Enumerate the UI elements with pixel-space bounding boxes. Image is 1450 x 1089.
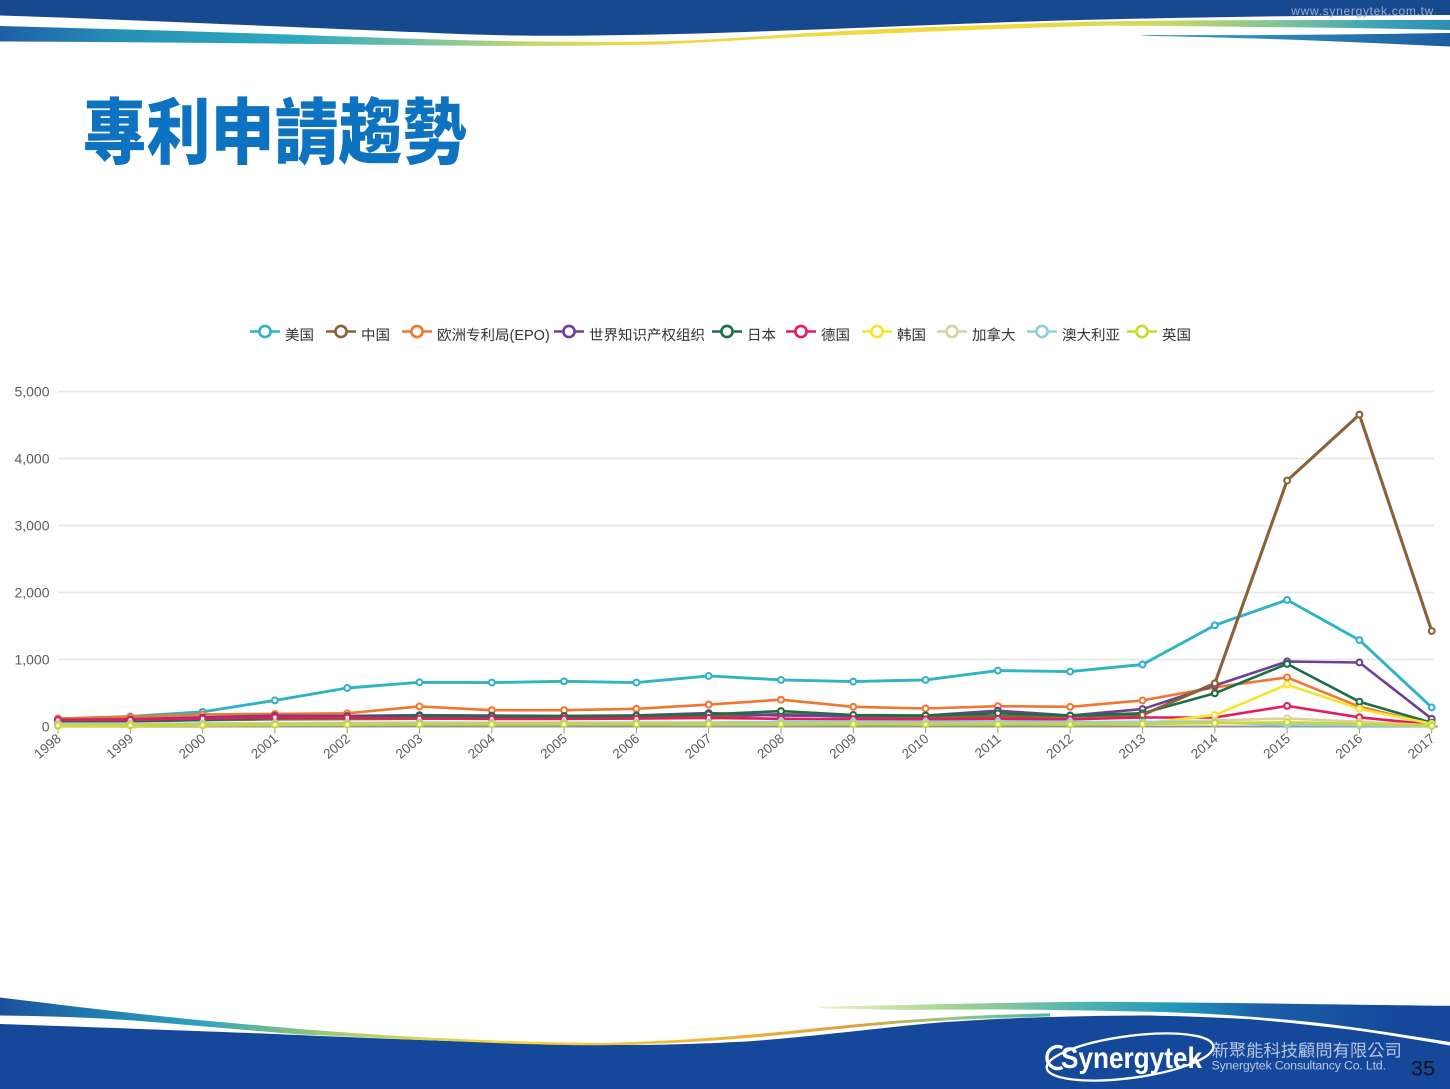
svg-text:35: 35 [1411,1057,1435,1081]
svg-text:5,000: 5,000 [14,384,49,400]
svg-text:Synergytek: Synergytek [1061,1042,1202,1075]
svg-text:4,000: 4,000 [14,451,49,467]
svg-text:0: 0 [42,719,50,735]
svg-text:(EPO): (EPO) [510,328,550,344]
svg-text:Synergytek Consultancy Co. Ltd: Synergytek Consultancy Co. Ltd. [1212,1059,1386,1073]
svg-text:www.synergytek.com.tw: www.synergytek.com.tw [1290,4,1434,18]
svg-text:1,000: 1,000 [14,652,49,668]
svg-text:2,000: 2,000 [14,585,49,601]
svg-text:3,000: 3,000 [14,518,49,534]
